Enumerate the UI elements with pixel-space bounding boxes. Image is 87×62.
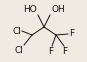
Text: HO: HO (23, 5, 37, 14)
Text: F: F (69, 30, 74, 39)
Text: Cl: Cl (14, 46, 23, 55)
Text: F: F (48, 47, 54, 56)
Text: OH: OH (51, 5, 65, 14)
Text: Cl: Cl (12, 26, 21, 36)
Text: F: F (62, 47, 68, 56)
